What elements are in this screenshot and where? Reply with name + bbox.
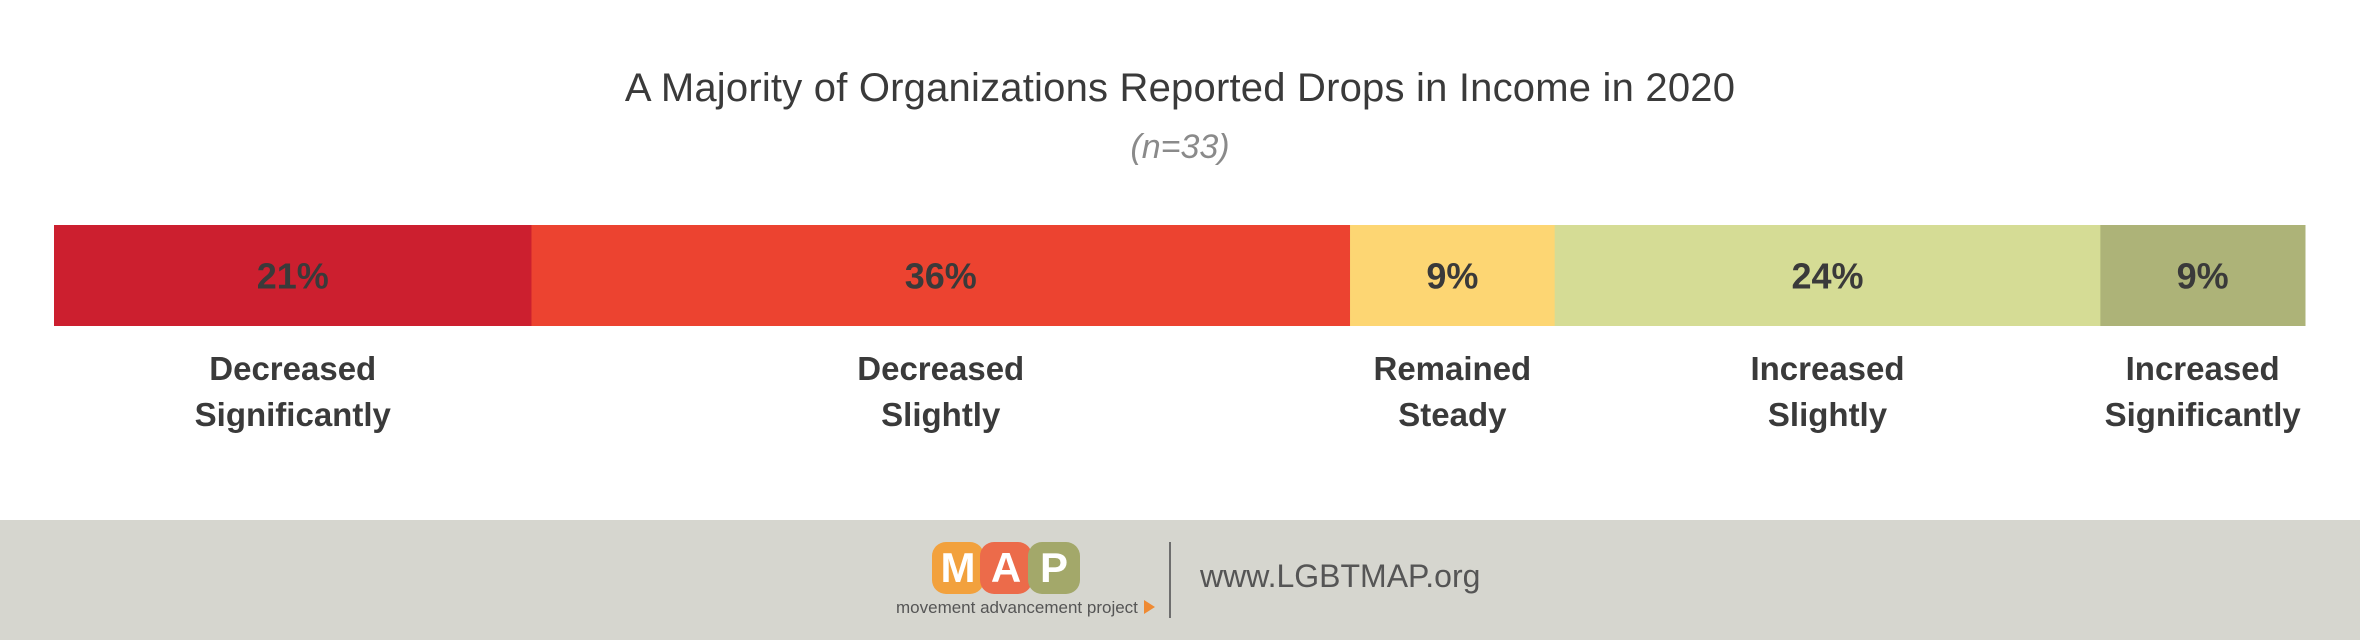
segment-category-label-1-line-1: Decreased	[209, 350, 376, 387]
bar-segment-5	[2100, 225, 2306, 326]
segment-value-label-2: 36%	[905, 256, 977, 297]
segment-category-label-5-line-2: Significantly	[2105, 396, 2302, 433]
segment-value-label-1: 21%	[257, 256, 329, 297]
bar-segment-1	[54, 225, 532, 326]
stacked-bar-chart: 21% Decreased Significantly 36% Decreased Sli…	[54, 225, 2306, 433]
chart-title: A Majority of Organizations Reported Dro…	[624, 66, 1736, 110]
segment-value-label-5: 9%	[2177, 256, 2229, 297]
website-link[interactable]: www.LGBTMAP.org	[1200, 558, 1481, 594]
logo-letter-m: M	[932, 542, 984, 594]
segment-category-label-3-line-2: Steady	[1398, 396, 1507, 433]
segment-category-label-1-line-2: Significantly	[195, 396, 392, 433]
segment-category-label-4-line-2: Slightly	[1768, 396, 1888, 433]
bar-segment-2	[531, 225, 1351, 326]
segment-category-label-3-line-1: Remained	[1373, 350, 1531, 387]
logo-tagline: movement advancement project	[896, 598, 1155, 618]
play-triangle-icon	[1143, 600, 1155, 614]
segment-category-label-2-line-1: Decreased	[857, 350, 1024, 387]
chart-subtitle: (n=33)	[1130, 128, 1230, 166]
logo-tagline-text: movement advancement project	[896, 598, 1138, 617]
segment-category-label-2-line-2: Slightly	[881, 396, 1001, 433]
segment-category-label-5-line-1: Increased	[2126, 350, 2280, 387]
bar-segment-4	[1554, 225, 2101, 326]
segment-value-label-4: 24%	[1791, 256, 1863, 297]
segment-category-label-4-line-1: Increased	[1750, 350, 1904, 387]
logo-letter-p: P	[1028, 542, 1080, 594]
logo-letter-a: A	[980, 542, 1032, 594]
footer-divider	[1169, 542, 1171, 618]
bar-segment-3	[1350, 225, 1556, 326]
segment-value-label-3: 9%	[1426, 256, 1478, 297]
